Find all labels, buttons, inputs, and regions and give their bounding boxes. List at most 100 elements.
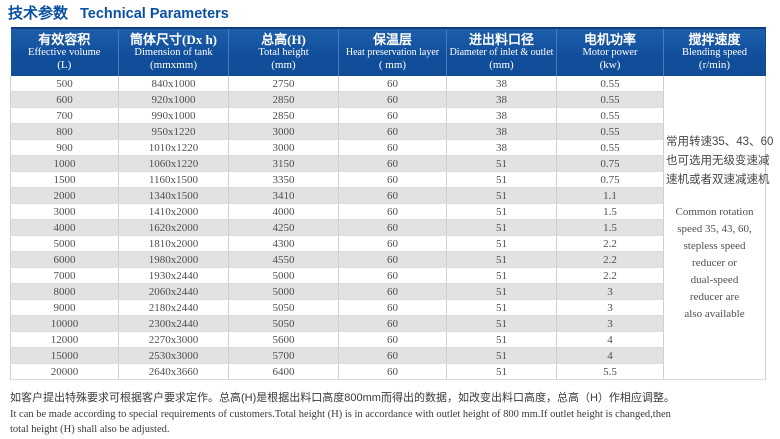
table-cell: 51 bbox=[446, 363, 557, 380]
table-cell: 38 bbox=[446, 123, 557, 140]
footnote-cn: 如客户提出特殊要求可根据客户要求定作。总高(H)是根据出料口高度800mm而得出… bbox=[10, 392, 675, 404]
table-row: 10000 2300x2440 5050 60 51 3 bbox=[10, 315, 766, 332]
table-cell: 4250 bbox=[228, 219, 339, 236]
table-cell: 2750 bbox=[228, 76, 339, 92]
speed-note-line-en: speed 35, 43, 60, bbox=[677, 222, 752, 235]
table-cell: 9000 bbox=[10, 299, 119, 316]
table-cell: 3 bbox=[556, 299, 664, 316]
table-cell: 12000 bbox=[10, 331, 119, 348]
table-row: 900 1010x1220 3000 60 38 0.55 bbox=[10, 139, 766, 156]
header-cn: 有效容积 bbox=[38, 32, 91, 47]
table-cell: 2300x2440 bbox=[118, 315, 229, 332]
header-en: Dimension of tank bbox=[134, 47, 213, 58]
header-en: Blending speed bbox=[681, 47, 748, 58]
table-row: 20000 2640x3660 6400 60 51 5.5 bbox=[10, 363, 766, 380]
table-cell: 3 bbox=[556, 283, 664, 300]
table-cell: 5600 bbox=[228, 331, 339, 348]
header-en: Heat preservation layer bbox=[345, 47, 440, 58]
table-cell: 840x1000 bbox=[118, 76, 229, 92]
table-cell: 2.2 bbox=[556, 251, 664, 268]
table-cell: 3150 bbox=[228, 155, 339, 172]
speed-note-line-en: also available bbox=[684, 307, 745, 320]
table-row: 600 920x1000 2850 60 38 0.55 bbox=[10, 91, 766, 108]
table-cell: 6400 bbox=[228, 363, 339, 380]
table-row: 8000 2060x2440 5000 60 51 3 bbox=[10, 283, 766, 300]
table-cell: 1.1 bbox=[556, 187, 664, 204]
table-cell: 2270x3000 bbox=[118, 331, 229, 348]
table-cell: 1.5 bbox=[556, 219, 664, 236]
table-cell: 0.55 bbox=[556, 91, 664, 108]
table-cell: 0.75 bbox=[556, 155, 664, 172]
header-unit: (mmxmm) bbox=[149, 59, 198, 71]
table-cell: 5.5 bbox=[556, 363, 664, 380]
table-cell: 0.75 bbox=[556, 171, 664, 188]
table-cell: 2850 bbox=[228, 91, 339, 108]
table-cell: 2850 bbox=[228, 107, 339, 124]
column-header-motor-power: 电机功率 Motor power (kw) bbox=[556, 27, 664, 76]
table-cell: 3000 bbox=[228, 123, 339, 140]
table-cell: 0.55 bbox=[556, 123, 664, 140]
table-cell: 3350 bbox=[228, 171, 339, 188]
table-cell: 4300 bbox=[228, 235, 339, 252]
table-cell: 20000 bbox=[10, 363, 119, 380]
table-cell: 60 bbox=[338, 315, 447, 332]
header-unit: (L) bbox=[57, 59, 72, 71]
table-cell: 60 bbox=[338, 235, 447, 252]
table-cell: 4000 bbox=[228, 203, 339, 220]
table-cell: 1620x2000 bbox=[118, 219, 229, 236]
table-cell: 60 bbox=[338, 267, 447, 284]
table-cell: 60 bbox=[338, 203, 447, 220]
table-cell: 5000 bbox=[10, 235, 119, 252]
header-en: Diameter of inlet & outlet bbox=[449, 47, 554, 58]
table-cell: 5000 bbox=[228, 283, 339, 300]
table-cell: 4 bbox=[556, 347, 664, 364]
table-cell: 60 bbox=[338, 76, 447, 92]
table-cell: 1980x2000 bbox=[118, 251, 229, 268]
page-title-en: Technical Parameters bbox=[80, 6, 229, 22]
footnote-en-line2: total height (H) shall also be adjusted. bbox=[10, 424, 170, 435]
table-cell: 500 bbox=[10, 76, 119, 92]
table-cell: 38 bbox=[446, 91, 557, 108]
header-cn: 电机功率 bbox=[583, 32, 636, 47]
table-cell: 51 bbox=[446, 187, 557, 204]
table-cell: 2640x3660 bbox=[118, 363, 229, 380]
table-cell: 2530x3000 bbox=[118, 347, 229, 364]
table-cell: 1060x1220 bbox=[118, 155, 229, 172]
technical-parameters-table: 有效容积 Effective volume (L) 筒体尺寸(Dx h) Dim… bbox=[10, 27, 773, 380]
speed-note-line-en: stepless speed bbox=[683, 239, 746, 252]
table-cell: 2000 bbox=[10, 187, 119, 204]
table-cell: 38 bbox=[446, 139, 557, 156]
table-cell: 60 bbox=[338, 139, 447, 156]
table-cell: 60 bbox=[338, 171, 447, 188]
header-unit: ( mm) bbox=[378, 59, 407, 71]
header-row: 有效容积 Effective volume (L) 筒体尺寸(Dx h) Dim… bbox=[10, 27, 766, 76]
table-row: 500 840x1000 2750 60 38 0.55 常用转速35、43、60 也可选用无… bbox=[10, 76, 773, 380]
table-row: 5000 1810x2000 4300 60 51 2.2 bbox=[10, 235, 766, 252]
table-cell: 51 bbox=[446, 315, 557, 332]
table-cell: 700 bbox=[10, 107, 119, 124]
table-cell: 1000 bbox=[10, 155, 119, 172]
footnote-en-line1: It can be made according to special requ… bbox=[10, 409, 671, 420]
table-cell: 1410x2000 bbox=[118, 203, 229, 220]
table-cell: 5700 bbox=[228, 347, 339, 364]
table-cell: 60 bbox=[338, 91, 447, 108]
table-row: 7000 1930x2440 5000 60 51 2.2 bbox=[10, 267, 766, 284]
header-unit: (mm) bbox=[489, 59, 514, 71]
page-title: 技术参数 Technical Parameters bbox=[0, 0, 780, 27]
table-cell: 60 bbox=[338, 363, 447, 380]
table-row: 700 990x1000 2850 60 38 0.55 bbox=[10, 107, 766, 124]
column-header-heat-preservation-layer: 保温层 Heat preservation layer ( mm) bbox=[338, 27, 447, 76]
table-cell: 51 bbox=[446, 283, 557, 300]
table-cell: 800 bbox=[10, 123, 119, 140]
table-row: 4000 1620x2000 4250 60 51 1.5 bbox=[10, 219, 766, 236]
table-cell: 8000 bbox=[10, 283, 119, 300]
column-header-blending-speed: 搅拌速度 Blending speed (r/min) bbox=[663, 27, 766, 76]
table-cell: 1500 bbox=[10, 171, 119, 188]
table-cell: 3000 bbox=[228, 139, 339, 156]
table-cell: 1.5 bbox=[556, 203, 664, 220]
table-cell: 60 bbox=[338, 219, 447, 236]
table-cell: 2.2 bbox=[556, 267, 664, 284]
table-cell: 60 bbox=[338, 299, 447, 316]
header-en: Effective volume bbox=[28, 47, 101, 58]
